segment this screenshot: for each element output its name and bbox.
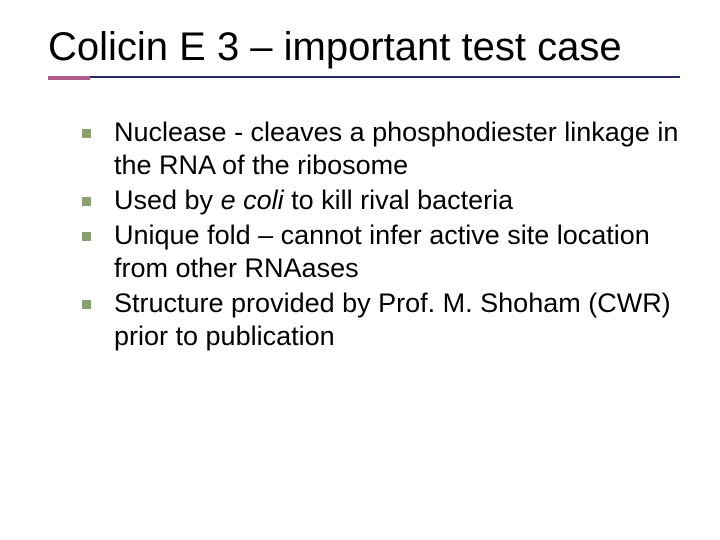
- title-underline: [48, 76, 680, 82]
- bullet-text-italic: e coli: [221, 185, 284, 215]
- bullet-text-pre: Unique fold – cannot infer active site l…: [114, 220, 650, 283]
- bullet-text-pre: Used by: [114, 185, 221, 215]
- square-bullet-icon: [82, 129, 91, 138]
- bullet-text-pre: Structure provided by Prof. M. Shoham (C…: [114, 288, 671, 351]
- list-item: Unique fold – cannot infer active site l…: [76, 219, 680, 285]
- bullet-list: Nuclease - cleaves a phosphodiester link…: [76, 116, 680, 353]
- underline-accent: [48, 76, 90, 80]
- slide-title: Colicin E 3 – important test case: [48, 24, 680, 70]
- list-item: Used by e coli to kill rival bacteria: [76, 184, 680, 217]
- square-bullet-icon: [82, 197, 91, 206]
- list-item: Structure provided by Prof. M. Shoham (C…: [76, 287, 680, 353]
- bullet-text-pre: Nuclease - cleaves a phosphodiester link…: [114, 117, 678, 180]
- square-bullet-icon: [82, 232, 91, 241]
- square-bullet-icon: [82, 300, 91, 309]
- bullet-text-post: to kill rival bacteria: [284, 185, 514, 215]
- list-item: Nuclease - cleaves a phosphodiester link…: [76, 116, 680, 182]
- underline-main: [48, 76, 680, 78]
- slide-body: Nuclease - cleaves a phosphodiester link…: [48, 116, 680, 353]
